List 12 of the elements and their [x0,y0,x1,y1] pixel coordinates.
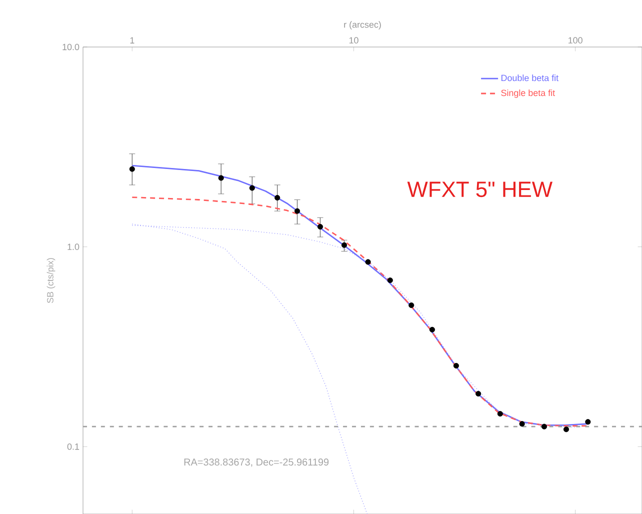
annotation: WFXT 5" HEW [407,182,552,198]
y-tick-label: 0.1 [67,443,80,450]
y-axis-title: SB (cts/pix) [46,258,56,304]
legend-label: Double beta fit [501,74,558,82]
y-tick-label: 10.0 [62,44,80,50]
x-tick-label: 100 [568,37,582,44]
x-tick-label: 1 [130,37,134,44]
annotation: RA=338.83673, Dec=-25.961199 [184,458,329,467]
x-tick-label: 10 [349,37,358,44]
x-axis-title: r (arcsec) [344,21,381,30]
legend-label: Single beta fit [501,89,555,98]
y-tick-label: 1.0 [68,244,80,250]
